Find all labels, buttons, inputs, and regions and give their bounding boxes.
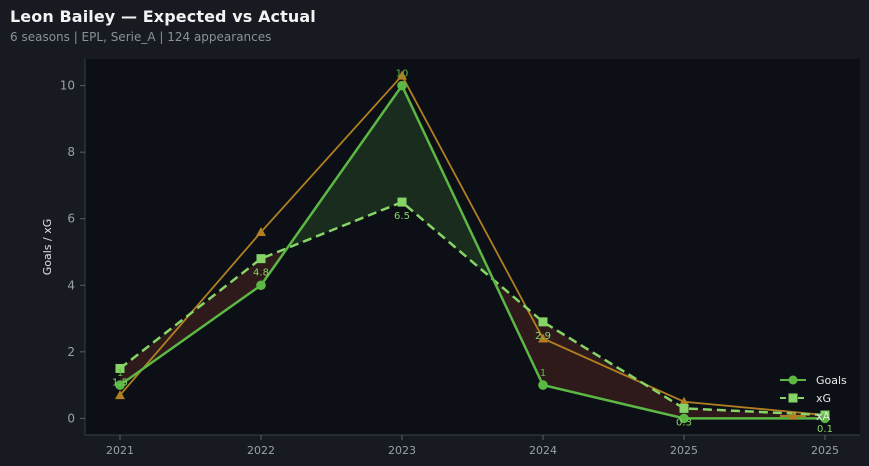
xg-marker bbox=[256, 254, 266, 264]
legend-label: Goals bbox=[816, 374, 847, 387]
y-axis-ticks: 0 2 4 6 8 10 bbox=[60, 79, 85, 425]
legend-marker bbox=[788, 375, 798, 385]
xg-data-label: 1.5 bbox=[112, 377, 128, 388]
chart-subtitle: 6 seasons | EPL, Serie_A | 124 appearanc… bbox=[10, 30, 272, 44]
legend: Goals xG xA bbox=[780, 374, 847, 423]
xa-marker bbox=[115, 390, 125, 400]
legend-label: xA bbox=[816, 410, 831, 423]
goals-marker bbox=[115, 380, 125, 390]
xg-marker bbox=[538, 317, 548, 327]
xa-line bbox=[119, 74, 826, 416]
x-tick-label: 2025 bbox=[811, 444, 839, 457]
goals-marker bbox=[679, 413, 689, 424]
goals-marker bbox=[256, 280, 266, 291]
y-tick-label: 6 bbox=[67, 212, 75, 226]
x-tick-label: 2022 bbox=[247, 444, 275, 457]
y-tick-label: 4 bbox=[67, 278, 75, 292]
y-tick-label: 0 bbox=[67, 411, 75, 425]
legend-marker bbox=[788, 411, 798, 420]
xg-marker bbox=[679, 403, 689, 413]
xg-data-label: 0.1 bbox=[817, 424, 833, 435]
xg-line bbox=[119, 200, 826, 417]
x-tick-label: 2021 bbox=[106, 444, 134, 457]
xg-data-label: 4.8 bbox=[253, 268, 269, 279]
series-markers bbox=[115, 70, 830, 424]
xg-marker bbox=[397, 197, 407, 207]
xa-marker bbox=[397, 70, 407, 80]
goals-data-label: 1 bbox=[540, 368, 546, 379]
goals-marker bbox=[538, 380, 548, 390]
x-axis-ticks: 2021 2022 2023 2024 2025 2025 bbox=[106, 435, 839, 457]
x-tick-label: 2023 bbox=[388, 444, 416, 457]
xg-marker bbox=[115, 363, 125, 373]
legend-label: xG bbox=[816, 392, 831, 405]
y-axis-label: Goals / xG bbox=[41, 219, 54, 276]
legend-marker bbox=[788, 393, 798, 403]
goals-data-label: 10 bbox=[396, 69, 409, 80]
y-tick-label: 2 bbox=[67, 345, 75, 359]
xg-data-label: 0.3 bbox=[676, 417, 692, 428]
chart-header: Leon Bailey — Expected vs Actual 6 seaso… bbox=[10, 7, 316, 44]
xg-data-label: 6.5 bbox=[394, 211, 410, 222]
goals-marker bbox=[820, 413, 830, 424]
x-tick-label: 2024 bbox=[529, 444, 557, 457]
y-tick-label: 8 bbox=[67, 145, 75, 159]
series-lines bbox=[119, 74, 826, 420]
xa-marker bbox=[256, 227, 266, 237]
xa-marker bbox=[679, 396, 689, 406]
chart-title: Leon Bailey — Expected vs Actual bbox=[10, 7, 316, 26]
goals-data-label: 1 bbox=[117, 368, 123, 379]
x-tick-label: 2025 bbox=[670, 444, 698, 457]
goals-line bbox=[119, 83, 825, 420]
xg-data-label: 2.9 bbox=[535, 331, 551, 342]
y-tick-label: 10 bbox=[60, 79, 75, 93]
goals-marker bbox=[397, 80, 407, 91]
xa-marker bbox=[538, 333, 548, 343]
